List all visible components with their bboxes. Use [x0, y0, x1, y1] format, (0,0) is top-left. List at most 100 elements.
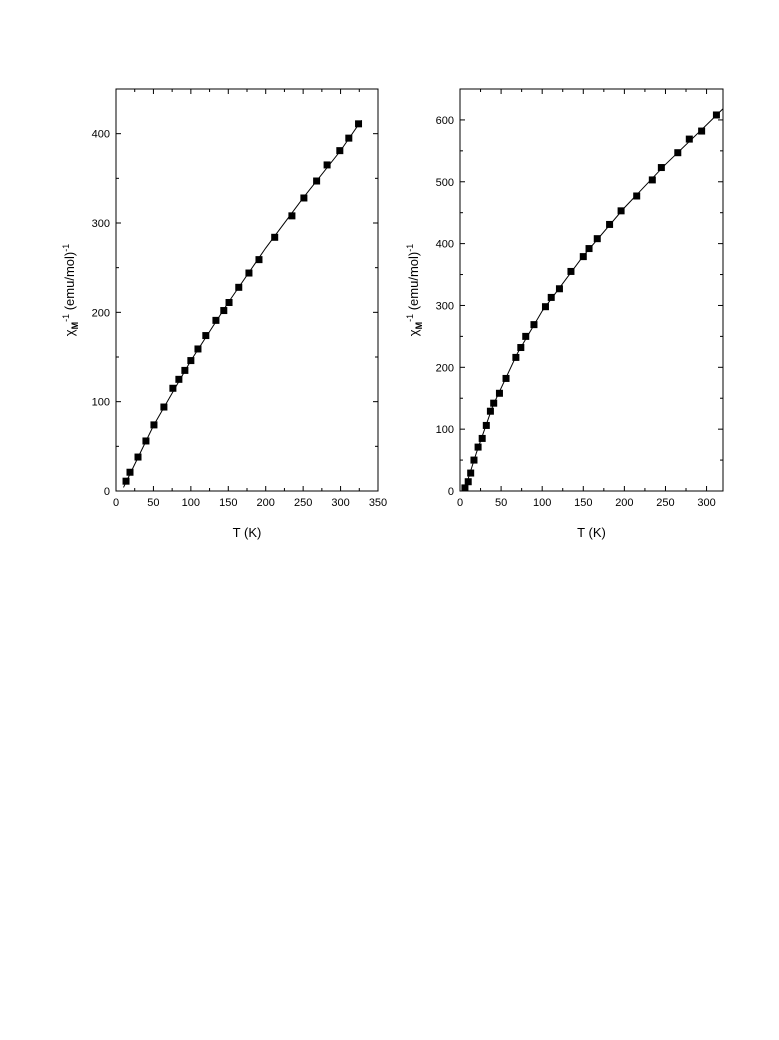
- data-point: [187, 357, 195, 365]
- data-point: [467, 469, 475, 477]
- data-point: [486, 407, 494, 415]
- y-tick-label: 100: [92, 397, 110, 409]
- x-tick-label: 0: [457, 497, 463, 509]
- data-point: [300, 194, 308, 202]
- y-tick-label: 600: [436, 115, 454, 127]
- y-tick-label: 400: [436, 239, 454, 251]
- data-point: [323, 161, 331, 169]
- data-point: [555, 285, 563, 293]
- y-label-part: χ: [406, 329, 421, 336]
- x-tick-label: 200: [257, 497, 275, 509]
- data-point: [541, 303, 549, 311]
- fit-line: [463, 108, 724, 492]
- x-tick-label: 300: [697, 497, 715, 509]
- data-point: [674, 149, 682, 157]
- x-tick-label: 100: [533, 497, 551, 509]
- data-point: [235, 283, 243, 291]
- data-point: [585, 245, 593, 253]
- y-label-part: χ: [62, 329, 77, 336]
- data-point: [194, 345, 202, 353]
- y-label-part: (emu/mol): [406, 252, 421, 314]
- data-point: [490, 399, 498, 407]
- y-tick-label: 400: [92, 129, 110, 141]
- data-point: [142, 437, 150, 445]
- y-label-part: M: [414, 322, 424, 330]
- data-point: [288, 212, 296, 220]
- data-point: [220, 307, 228, 315]
- data-point: [245, 269, 253, 277]
- data-point: [313, 177, 321, 185]
- data-point: [567, 267, 575, 275]
- y-label-part: -1: [61, 244, 71, 252]
- y-axis-label: χM-1 (emu/mol)-1: [61, 244, 80, 336]
- x-tick-label: 100: [182, 497, 200, 509]
- data-point: [617, 207, 625, 215]
- fit-line: [123, 119, 362, 488]
- chart: 0 50 100 150 200 250 300 350 0 100 200 300 400 T (K) χ…: [61, 88, 387, 540]
- data-point: [470, 456, 478, 464]
- data-point: [255, 256, 263, 264]
- x-tick-label: 250: [294, 497, 312, 509]
- x-tick-label: 250: [656, 497, 674, 509]
- data-point: [355, 120, 363, 128]
- data-point: [175, 375, 183, 383]
- data-point: [464, 478, 472, 486]
- x-axis-label: T (K): [577, 525, 606, 540]
- data-point: [134, 453, 142, 461]
- y-axis-label: χM-1 (emu/mol)-1: [405, 244, 424, 336]
- data-point: [633, 192, 641, 200]
- data-point: [517, 344, 525, 352]
- x-tick-label: 200: [615, 497, 633, 509]
- y-tick-label: 500: [436, 177, 454, 189]
- y-tick-label: 300: [92, 218, 110, 230]
- chart: 0 50 100 150 200 250 300 0 100 200 300 400 500 600 T (…: [405, 88, 724, 540]
- y-label-part: (emu/mol): [62, 252, 77, 314]
- data-point: [648, 176, 656, 184]
- x-tick-label: 150: [219, 497, 237, 509]
- data-point: [169, 384, 177, 392]
- y-tick-label: 0: [448, 486, 454, 498]
- data-point: [212, 316, 220, 324]
- data-point: [202, 332, 210, 340]
- data-point: [474, 443, 482, 451]
- y-label-part: -1: [405, 244, 415, 252]
- x-axis-label: T (K): [233, 525, 262, 540]
- data-point: [547, 293, 555, 301]
- data-point: [160, 403, 168, 411]
- y-label-part: -1: [405, 314, 415, 322]
- data-point: [522, 332, 530, 340]
- x-tick-label: 50: [147, 497, 159, 509]
- y-label-part: -1: [61, 314, 71, 322]
- data-point: [336, 147, 344, 155]
- data-point: [579, 253, 587, 261]
- y-tick-label: 200: [436, 362, 454, 374]
- data-point: [225, 299, 233, 307]
- y-tick-label: 0: [104, 486, 110, 498]
- y-tick-label: 100: [436, 424, 454, 436]
- data-point: [685, 135, 693, 143]
- data-point: [482, 421, 490, 429]
- data-point: [698, 127, 706, 135]
- x-tick-label: 350: [369, 497, 387, 509]
- data-point: [478, 434, 486, 442]
- data-point: [126, 468, 134, 476]
- data-point: [657, 164, 665, 172]
- data-point: [593, 235, 601, 243]
- x-tick-label: 300: [331, 497, 349, 509]
- x-tick-label: 50: [495, 497, 507, 509]
- data-point: [502, 374, 510, 382]
- x-tick-label: 150: [574, 497, 592, 509]
- data-point: [530, 321, 538, 329]
- data-point: [495, 389, 503, 397]
- data-point: [606, 220, 614, 228]
- x-tick-label: 0: [113, 497, 119, 509]
- data-point: [712, 111, 720, 119]
- y-tick-label: 300: [436, 300, 454, 312]
- data-point: [122, 477, 130, 485]
- y-label-part: M: [70, 322, 80, 330]
- data-point: [345, 134, 353, 142]
- data-point: [150, 421, 158, 429]
- data-point: [461, 484, 469, 492]
- plot-frame: [459, 88, 724, 492]
